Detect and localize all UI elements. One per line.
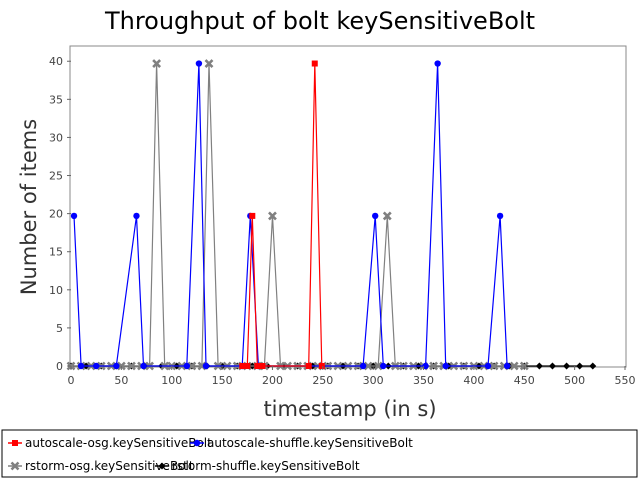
y-tick-label: 30 [49,131,63,144]
y-tick-label: 40 [49,55,63,68]
data-point [484,362,492,370]
legend-marker [10,461,20,471]
legend-label: rstorm-shuffle.keySensitiveBolt [172,459,360,473]
series-layer [66,59,597,371]
data-point [140,362,147,370]
data-point [509,361,519,371]
plot-area [69,45,627,368]
data-point [373,361,383,371]
x-tick-label: 350 [413,374,434,387]
data-point [127,361,136,371]
data-point [249,212,256,219]
legend-item: rstorm-osg.keySensitiveBolt [8,459,194,473]
data-point [318,363,325,369]
x-tick-label: 450 [514,374,535,387]
data-point [244,363,251,369]
x-tick-label: 250 [312,374,333,387]
x-axis-label: timestamp (in s) [263,397,436,421]
data-point [152,59,162,68]
legend-item: autoscale-osg.keySensitiveBolt [8,436,212,450]
legend-marker [193,439,201,447]
data-point [503,362,511,370]
x-tick-label: 50 [114,374,128,387]
y-tick-label: 35 [49,93,63,106]
y-axis-label: Number of items [17,119,41,295]
x-tick-label: 500 [564,374,585,387]
data-point [268,211,277,221]
data-point [359,362,367,370]
chart-title: Throughput of bolt keySensitiveBolt [104,7,535,35]
data-point [589,362,597,370]
data-point [442,362,449,370]
data-point [380,362,387,370]
x-tick-label: 100 [161,374,182,387]
data-point [187,361,197,371]
y-tick-label: 10 [49,284,63,297]
data-point [204,59,214,68]
data-point [195,60,203,67]
data-point [535,362,543,370]
axis-layer: 0 50 100 150 200 250 300 350 400 450 500 550 0 5 10 15 2… [49,55,636,387]
data-point [113,362,120,370]
x-tick-label: 400 [463,374,484,387]
x-tick-label: 550 [615,374,636,387]
data-point [363,361,373,371]
data-point [254,363,261,369]
data-point [70,212,78,220]
series-1 [239,60,325,369]
data-point [183,362,191,370]
x-tick-label: 0 [68,374,75,387]
data-point [239,363,246,369]
x-tick-label: 200 [262,374,283,387]
data-point [133,212,140,220]
x-tick-label: 300 [363,374,384,387]
data-point [77,362,85,370]
legend-label: autoscale-shuffle.keySensitiveBolt [207,436,413,450]
data-point [429,361,439,371]
legend-item: autoscale-shuffle.keySensitiveBolt [190,436,413,450]
data-point [496,212,504,220]
y-tick-label: 25 [49,170,63,183]
y-tick-label: 15 [49,246,63,259]
data-point [382,211,392,221]
legend-marker [12,440,18,446]
data-point [259,363,266,369]
y-tick-label: 0 [56,360,63,373]
legend-item: rstorm-shuffle.keySensitiveBolt [155,459,360,473]
y-tick-label: 20 [49,208,63,221]
data-point [92,362,100,370]
data-point [311,60,318,67]
y-tick-label: 5 [56,322,63,335]
legend-box [1,429,638,478]
data-point [548,362,556,370]
data-point [576,362,584,370]
data-point [489,361,499,371]
data-point [434,60,441,67]
legend: autoscale-osg.keySensitiveBoltautoscale-… [8,436,413,473]
legend-label: rstorm-osg.keySensitiveBolt [25,459,194,473]
data-point [305,363,312,369]
data-point [563,362,571,370]
data-point [202,362,210,370]
x-tick-label: 150 [212,374,233,387]
legend-marker [158,462,166,470]
data-point [371,212,379,220]
legend-label: autoscale-osg.keySensitiveBolt [25,436,212,450]
